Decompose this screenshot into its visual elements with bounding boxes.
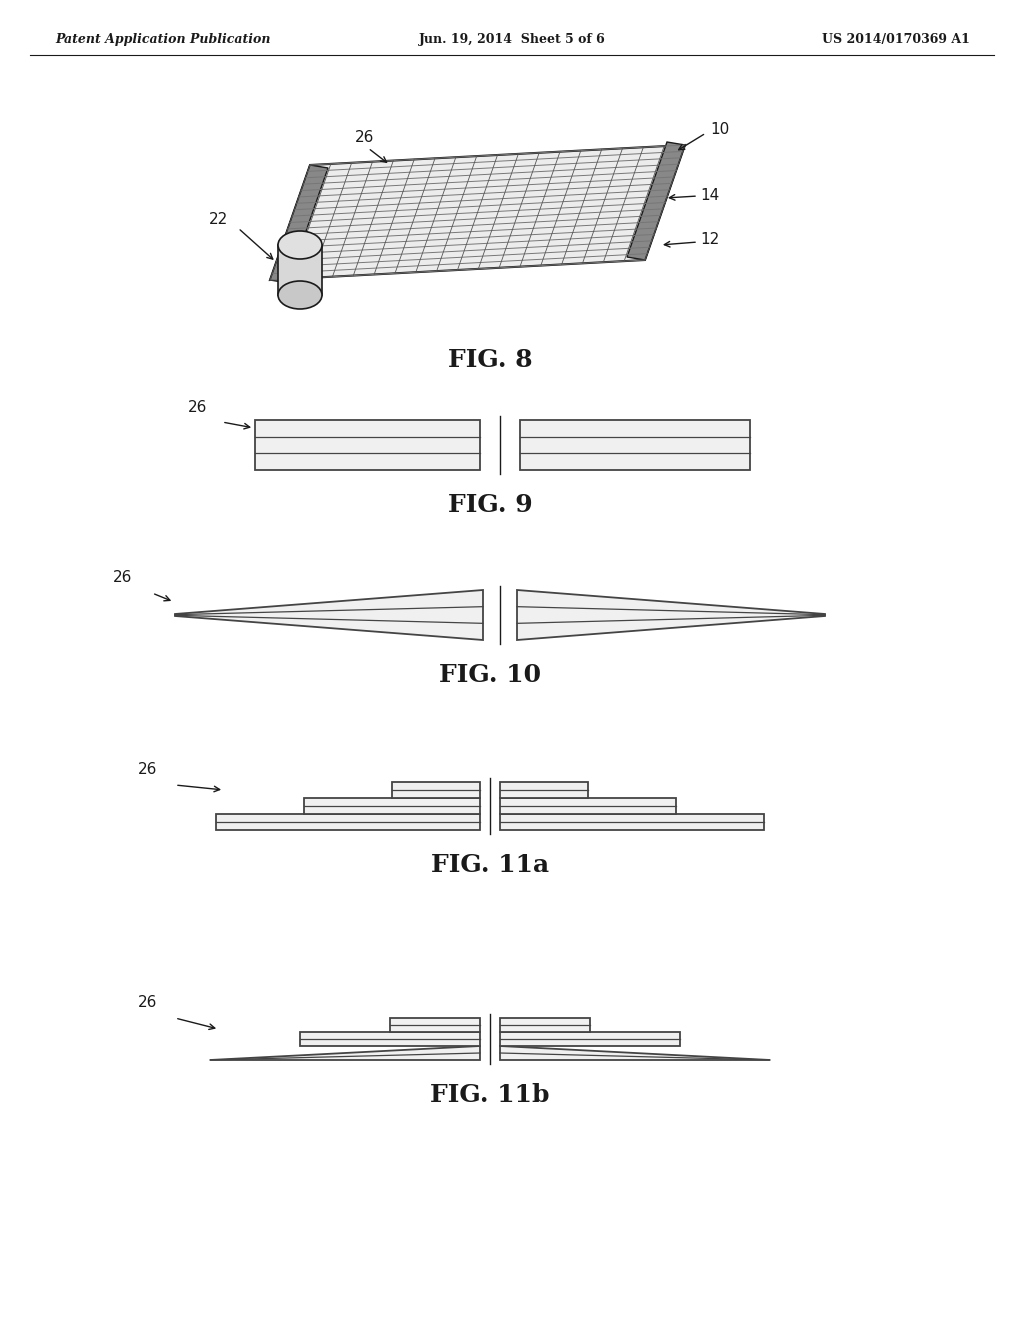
Bar <box>278 246 322 294</box>
Text: 26: 26 <box>137 762 157 777</box>
Text: Jun. 19, 2014  Sheet 5 of 6: Jun. 19, 2014 Sheet 5 of 6 <box>419 33 605 46</box>
Polygon shape <box>500 1032 680 1045</box>
Polygon shape <box>175 590 483 640</box>
Text: 12: 12 <box>700 232 719 248</box>
Text: US 2014/0170369 A1: US 2014/0170369 A1 <box>822 33 970 46</box>
Ellipse shape <box>278 281 322 309</box>
Text: 10: 10 <box>710 123 729 137</box>
Text: Patent Application Publication: Patent Application Publication <box>55 33 270 46</box>
Text: FIG. 8: FIG. 8 <box>447 348 532 372</box>
Bar <box>216 814 480 830</box>
Polygon shape <box>500 1045 770 1060</box>
Polygon shape <box>270 165 328 282</box>
Polygon shape <box>627 143 685 260</box>
Bar <box>500 814 764 830</box>
Text: 26: 26 <box>355 131 375 145</box>
Text: FIG. 9: FIG. 9 <box>447 492 532 517</box>
Bar <box>392 781 480 799</box>
Polygon shape <box>390 1018 480 1032</box>
Text: 26: 26 <box>137 995 157 1010</box>
Polygon shape <box>520 420 750 470</box>
Polygon shape <box>500 1018 590 1032</box>
Bar <box>304 799 480 814</box>
Text: 22: 22 <box>209 213 228 227</box>
Bar <box>500 781 588 799</box>
Polygon shape <box>255 420 480 470</box>
Text: FIG. 10: FIG. 10 <box>439 663 541 686</box>
Text: FIG. 11b: FIG. 11b <box>430 1082 550 1107</box>
Text: 26: 26 <box>187 400 207 414</box>
Ellipse shape <box>278 231 322 259</box>
Polygon shape <box>300 1032 480 1045</box>
Polygon shape <box>517 590 825 640</box>
Bar <box>500 799 676 814</box>
Polygon shape <box>210 1045 480 1060</box>
Polygon shape <box>270 145 685 280</box>
Text: 26: 26 <box>113 570 132 585</box>
Text: 14: 14 <box>700 187 719 202</box>
Text: FIG. 11a: FIG. 11a <box>431 853 549 876</box>
